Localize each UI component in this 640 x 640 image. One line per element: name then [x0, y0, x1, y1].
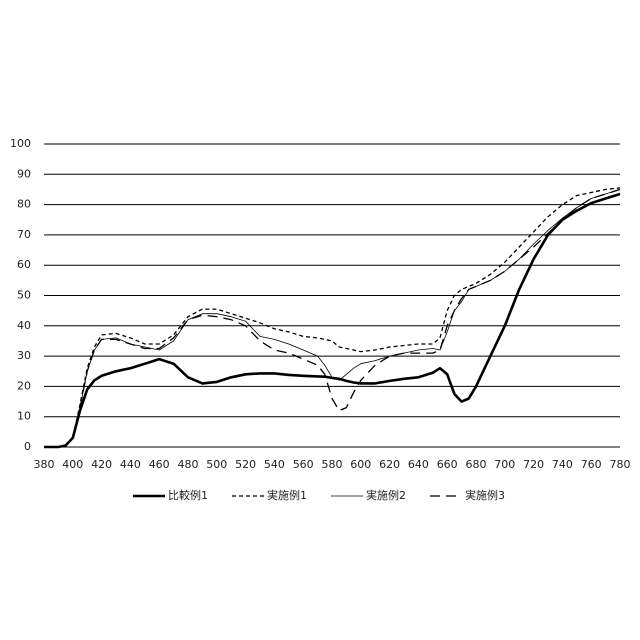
x-tick-label: 720 [523, 458, 544, 471]
x-tick-label: 540 [264, 458, 285, 471]
x-tick-label: 640 [408, 458, 429, 471]
y-tick-label: 70 [17, 228, 31, 241]
x-tick-label: 600 [350, 458, 371, 471]
legend-label: 実施例3 [465, 488, 505, 502]
x-tick-label: 740 [552, 458, 573, 471]
series-line [44, 189, 620, 447]
x-tick-label: 400 [62, 458, 83, 471]
x-tick-label: 620 [379, 458, 400, 471]
y-tick-label: 100 [10, 137, 31, 150]
x-tick-label: 420 [91, 458, 112, 471]
x-tick-label: 700 [494, 458, 515, 471]
y-tick-label: 10 [17, 410, 31, 423]
x-tick-label: 480 [178, 458, 199, 471]
x-tick-label: 520 [235, 458, 256, 471]
x-tick-label: 580 [322, 458, 343, 471]
y-tick-label: 80 [17, 198, 31, 211]
y-tick-label: 0 [24, 440, 31, 453]
x-tick-label: 380 [34, 458, 55, 471]
y-tick-label: 20 [17, 379, 31, 392]
legend-label: 比較例1 [168, 488, 208, 502]
y-tick-label: 30 [17, 349, 31, 362]
y-tick-label: 50 [17, 289, 31, 302]
series-line [44, 189, 620, 447]
y-tick-label: 40 [17, 319, 31, 332]
x-tick-label: 660 [437, 458, 458, 471]
x-tick-label: 440 [120, 458, 141, 471]
x-tick-label: 760 [581, 458, 602, 471]
x-tick-label: 500 [206, 458, 227, 471]
x-tick-label: 560 [293, 458, 314, 471]
x-tick-label: 680 [466, 458, 487, 471]
x-tick-label: 460 [149, 458, 170, 471]
legend-label: 実施例1 [267, 488, 307, 502]
y-tick-label: 60 [17, 258, 31, 271]
legend-label: 実施例2 [366, 488, 406, 502]
x-tick-label: 780 [610, 458, 631, 471]
chart: 0 10 20 30 40 50 60 70 80 90 100 380 400 420 440 460 480… [0, 0, 640, 640]
y-tick-label: 90 [17, 167, 31, 180]
series-line [44, 188, 620, 447]
